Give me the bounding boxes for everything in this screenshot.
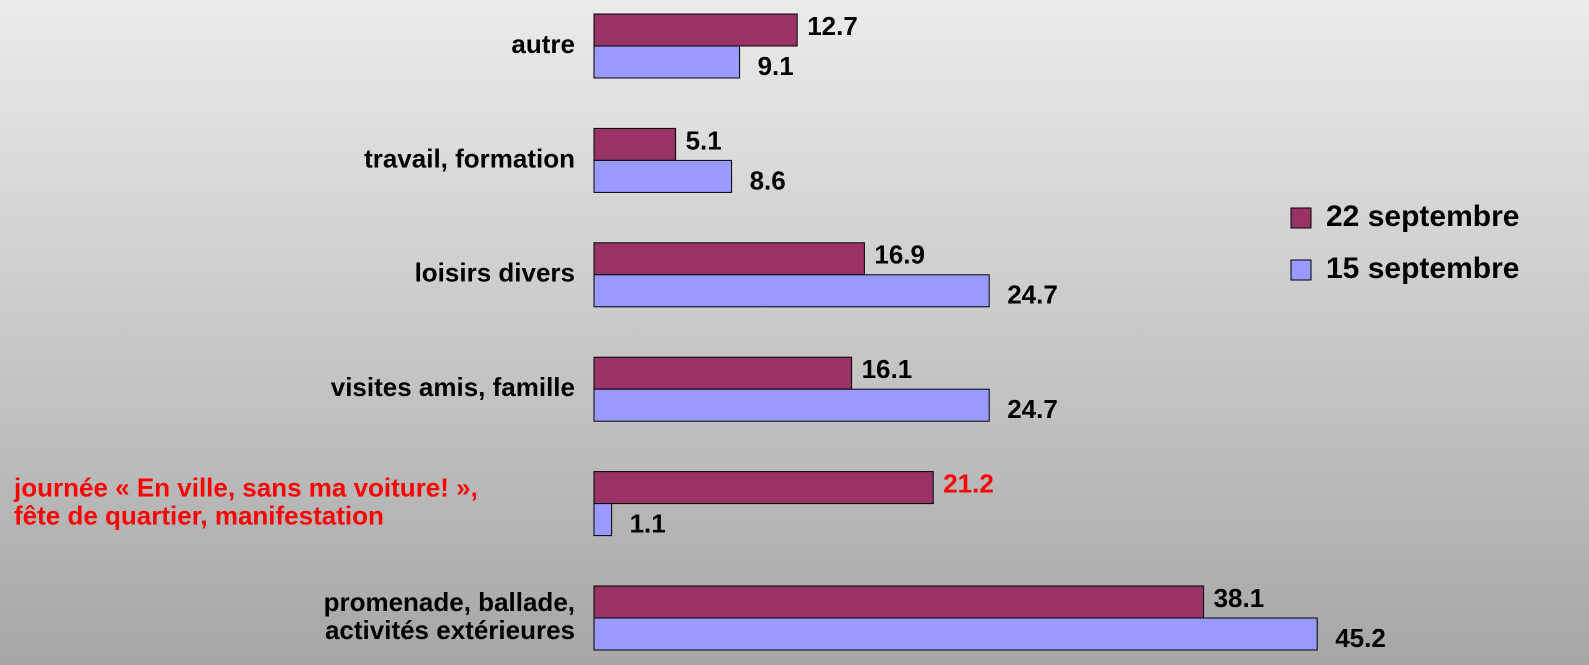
value-label: 16.9 bbox=[874, 240, 925, 270]
bar bbox=[593, 13, 798, 47]
legend-swatch bbox=[1290, 259, 1312, 281]
value-label: 38.1 bbox=[1214, 583, 1265, 613]
bar bbox=[593, 617, 1318, 651]
category-label: loisirs divers bbox=[415, 258, 575, 288]
bar bbox=[593, 274, 990, 308]
value-label: 24.7 bbox=[1007, 280, 1058, 310]
bar bbox=[593, 242, 865, 276]
bar bbox=[593, 356, 853, 390]
value-label: 45.2 bbox=[1335, 623, 1386, 653]
value-label: 9.1 bbox=[758, 51, 794, 81]
bar bbox=[593, 388, 990, 422]
value-label: 1.1 bbox=[630, 508, 666, 538]
value-label: 12.7 bbox=[807, 11, 858, 41]
category-label: autre bbox=[511, 29, 575, 59]
category-label: travail, formation bbox=[364, 143, 575, 173]
bar bbox=[593, 503, 613, 537]
bar bbox=[593, 159, 733, 193]
value-label: 5.1 bbox=[686, 125, 722, 155]
category-label: journée « En ville, sans ma voiture! », f… bbox=[13, 472, 478, 530]
bar bbox=[593, 127, 677, 161]
bar bbox=[593, 471, 934, 505]
category-label: visites amis, famille bbox=[331, 372, 575, 402]
value-label: 16.1 bbox=[862, 354, 913, 384]
bar bbox=[593, 585, 1205, 619]
category-label: promenade, ballade, activités extérieures bbox=[324, 587, 575, 645]
value-label: 8.6 bbox=[750, 165, 786, 195]
legend-label: 22 septembre bbox=[1326, 200, 1519, 233]
bar bbox=[593, 45, 741, 79]
legend-label: 15 septembre bbox=[1326, 252, 1519, 285]
value-label: 21.2 bbox=[943, 468, 994, 498]
legend-swatch bbox=[1290, 207, 1312, 229]
value-label: 24.7 bbox=[1007, 394, 1058, 424]
